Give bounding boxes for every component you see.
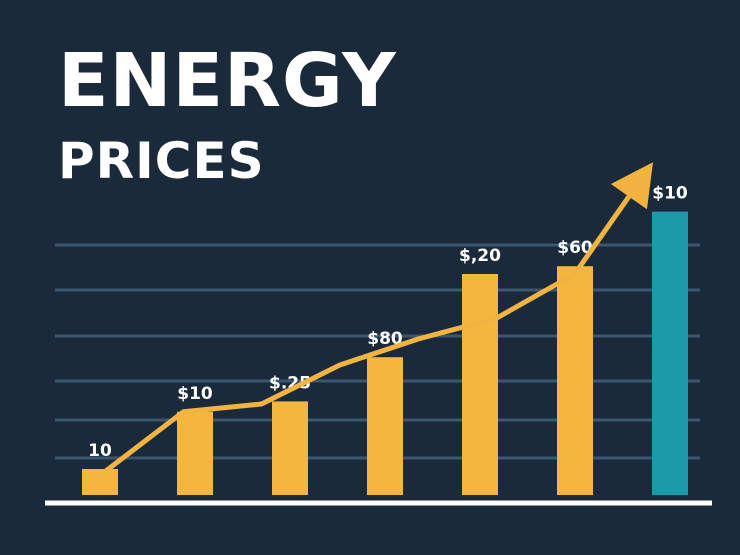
chart-title: ENERGY PRICES (58, 44, 397, 186)
title-line-2: PRICES (58, 132, 265, 190)
bar-7 (652, 211, 688, 495)
data-label-5: $,20 (459, 246, 501, 266)
bar-2 (177, 411, 213, 495)
bar-1 (82, 469, 118, 495)
title-line-1: ENERGY (58, 38, 397, 124)
trend-arrow-head (610, 162, 653, 210)
bar-3 (272, 401, 308, 495)
bar-5 (462, 274, 498, 495)
bar-4 (367, 357, 403, 495)
bar-6 (557, 266, 593, 495)
data-label-3: $.25 (269, 373, 311, 393)
data-label-6: $60 (557, 238, 593, 258)
bars (82, 211, 688, 495)
trend-line (103, 162, 653, 474)
data-label-1: 10 (88, 441, 112, 461)
trend-line-path (103, 195, 631, 474)
data-labels: 10 $10 $.25 $80 $,20 $60 $10 (88, 184, 688, 461)
data-label-4: $80 (367, 329, 403, 349)
data-label-7: $10 (652, 184, 688, 204)
data-label-2: $10 (177, 384, 213, 404)
